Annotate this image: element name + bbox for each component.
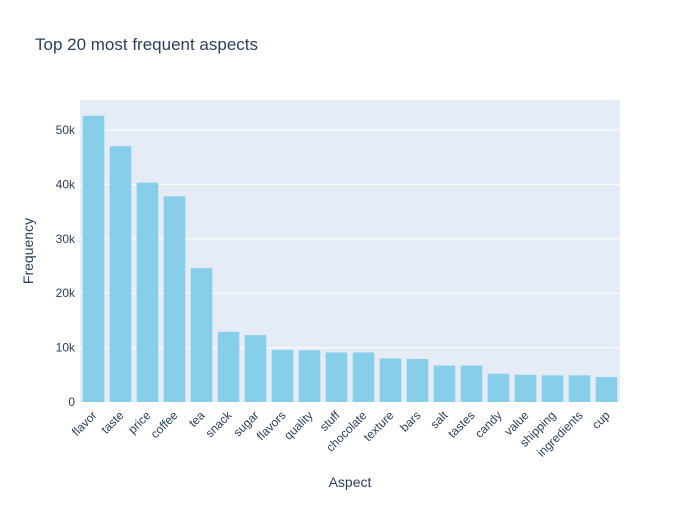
bar-flavor bbox=[82, 115, 105, 402]
x-tick-label: candy bbox=[472, 408, 505, 441]
x-tick-label: texture bbox=[361, 408, 397, 444]
x-tick-label: quality bbox=[281, 408, 315, 442]
x-tick-label: flavors bbox=[254, 408, 289, 443]
bar-value bbox=[514, 374, 537, 402]
y-tick-label: 0 bbox=[68, 395, 75, 409]
bar-texture bbox=[379, 358, 402, 402]
bar-price bbox=[136, 182, 159, 402]
x-tick-label: flavor bbox=[69, 408, 100, 439]
bar-sugar bbox=[244, 335, 267, 402]
bar-cup bbox=[595, 376, 618, 402]
y-tick-label: 20k bbox=[56, 286, 76, 300]
y-tick-label: 30k bbox=[56, 232, 76, 246]
bars bbox=[82, 115, 618, 402]
y-tick-label: 40k bbox=[56, 177, 76, 191]
plot-area bbox=[80, 100, 620, 402]
x-tick-label: taste bbox=[98, 408, 127, 437]
y-tick-label: 50k bbox=[56, 123, 76, 137]
y-axis-label: Frequency bbox=[20, 218, 36, 284]
bar-snack bbox=[217, 331, 240, 402]
bar-chocolate bbox=[352, 352, 375, 402]
x-tick-label: tastes bbox=[445, 408, 478, 441]
x-tick-label: cup bbox=[589, 408, 613, 432]
x-axis-label: Aspect bbox=[329, 474, 372, 490]
y-tick-label: 10k bbox=[56, 341, 76, 355]
bar-bars bbox=[406, 359, 429, 402]
x-tick-label: coffee bbox=[148, 408, 181, 441]
bar-ingredients bbox=[568, 375, 591, 402]
x-tick-label: tea bbox=[186, 408, 208, 430]
chart-title: Top 20 most frequent aspects bbox=[35, 35, 258, 54]
x-tick-label: snack bbox=[203, 408, 236, 441]
bar-salt bbox=[433, 365, 456, 402]
x-tick-label: bars bbox=[397, 408, 423, 434]
bar-coffee bbox=[163, 196, 186, 402]
y-axis-ticks: 0 10k 20k 30k 40k 50k bbox=[56, 123, 76, 409]
bar-quality bbox=[298, 350, 321, 402]
bar-stuff bbox=[325, 352, 348, 402]
bar-flavors bbox=[271, 349, 294, 402]
bar-taste bbox=[109, 146, 132, 402]
bar-tastes bbox=[460, 365, 483, 402]
bar-tea bbox=[190, 268, 213, 402]
bar-shipping bbox=[541, 375, 564, 402]
bar-candy bbox=[487, 373, 510, 402]
